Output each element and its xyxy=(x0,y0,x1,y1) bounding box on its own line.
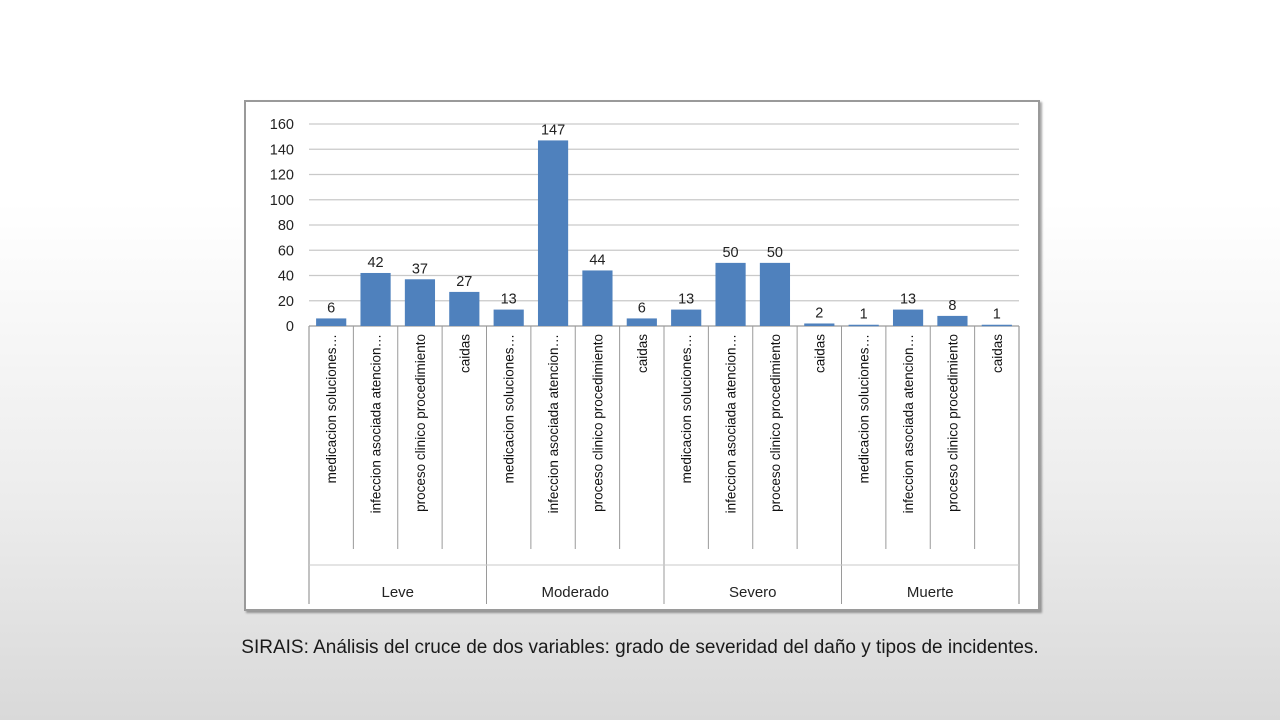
data-label: 37 xyxy=(412,261,428,277)
data-label: 1 xyxy=(860,307,868,323)
y-tick-label: 160 xyxy=(270,117,294,133)
data-label: 50 xyxy=(722,245,738,261)
category-label: caidas xyxy=(990,334,1005,373)
y-tick-label: 80 xyxy=(278,218,294,234)
bar xyxy=(937,315,968,326)
category-label: proceso clinico procedimiento xyxy=(413,334,428,512)
y-tick-label: 60 xyxy=(278,243,294,259)
y-tick-label: 120 xyxy=(270,168,294,184)
category-label: caidas xyxy=(635,334,650,373)
y-tick-label: 40 xyxy=(278,269,294,285)
bar xyxy=(626,318,657,326)
y-tick-label: 20 xyxy=(278,294,294,310)
chart-caption: SIRAIS: Análisis del cruce de dos variab… xyxy=(241,637,1039,658)
group-label: Moderado xyxy=(541,584,609,601)
bar xyxy=(715,262,746,326)
category-label: medicacion soluciones… xyxy=(679,334,694,483)
data-label: 13 xyxy=(501,292,517,308)
category-label: infeccion asociada atencion… xyxy=(546,334,561,513)
category-label: proceso clinico procedimiento xyxy=(945,334,960,512)
data-label: 1 xyxy=(993,307,1001,323)
data-label: 8 xyxy=(948,298,956,314)
data-label: 147 xyxy=(541,122,565,138)
y-tick-label: 100 xyxy=(270,193,294,209)
data-label: 27 xyxy=(456,274,472,290)
y-tick-label: 140 xyxy=(270,142,294,158)
group-label: Leve xyxy=(381,584,414,601)
category-label: caidas xyxy=(457,334,472,373)
data-label: 2 xyxy=(815,305,823,321)
data-label: 44 xyxy=(589,252,605,268)
bar xyxy=(759,262,791,326)
category-label: infeccion asociada atencion… xyxy=(901,334,916,513)
group-label: Severo xyxy=(729,584,777,601)
category-label: proceso clinico procedimiento xyxy=(590,334,605,512)
bar xyxy=(981,324,1012,327)
category-label: medicacion soluciones… xyxy=(502,334,517,483)
bar xyxy=(582,270,613,326)
bar xyxy=(537,140,569,326)
data-label: 50 xyxy=(767,245,783,261)
bar xyxy=(671,309,702,326)
category-label: infeccion asociada atencion… xyxy=(724,334,739,513)
data-label: 13 xyxy=(900,292,916,308)
chart-frame: 0 20 40 60 80 100 120 140 160 6 medicacion solucio… xyxy=(244,100,1040,611)
bar xyxy=(804,323,835,326)
bar xyxy=(848,324,879,327)
y-tick-label: 0 xyxy=(286,319,294,335)
category-label: medicacion soluciones… xyxy=(324,334,339,483)
category-label: caidas xyxy=(812,334,827,373)
category-label: infeccion asociada atencion… xyxy=(369,334,384,513)
bar xyxy=(449,291,480,326)
data-label: 6 xyxy=(638,300,646,316)
group-label: Muerte xyxy=(907,584,954,601)
category-label: proceso clinico procedimiento xyxy=(768,334,783,512)
category-label: medicacion soluciones… xyxy=(857,334,872,483)
bar xyxy=(404,279,436,326)
bar-chart: 0 20 40 60 80 100 120 140 160 6 medicacion solucio… xyxy=(270,117,1020,604)
data-label: 42 xyxy=(367,255,383,271)
bar xyxy=(360,272,391,326)
data-label: 13 xyxy=(678,292,694,308)
bar xyxy=(316,318,347,326)
data-label: 6 xyxy=(327,300,335,316)
bar xyxy=(892,309,924,326)
bar xyxy=(493,309,524,326)
